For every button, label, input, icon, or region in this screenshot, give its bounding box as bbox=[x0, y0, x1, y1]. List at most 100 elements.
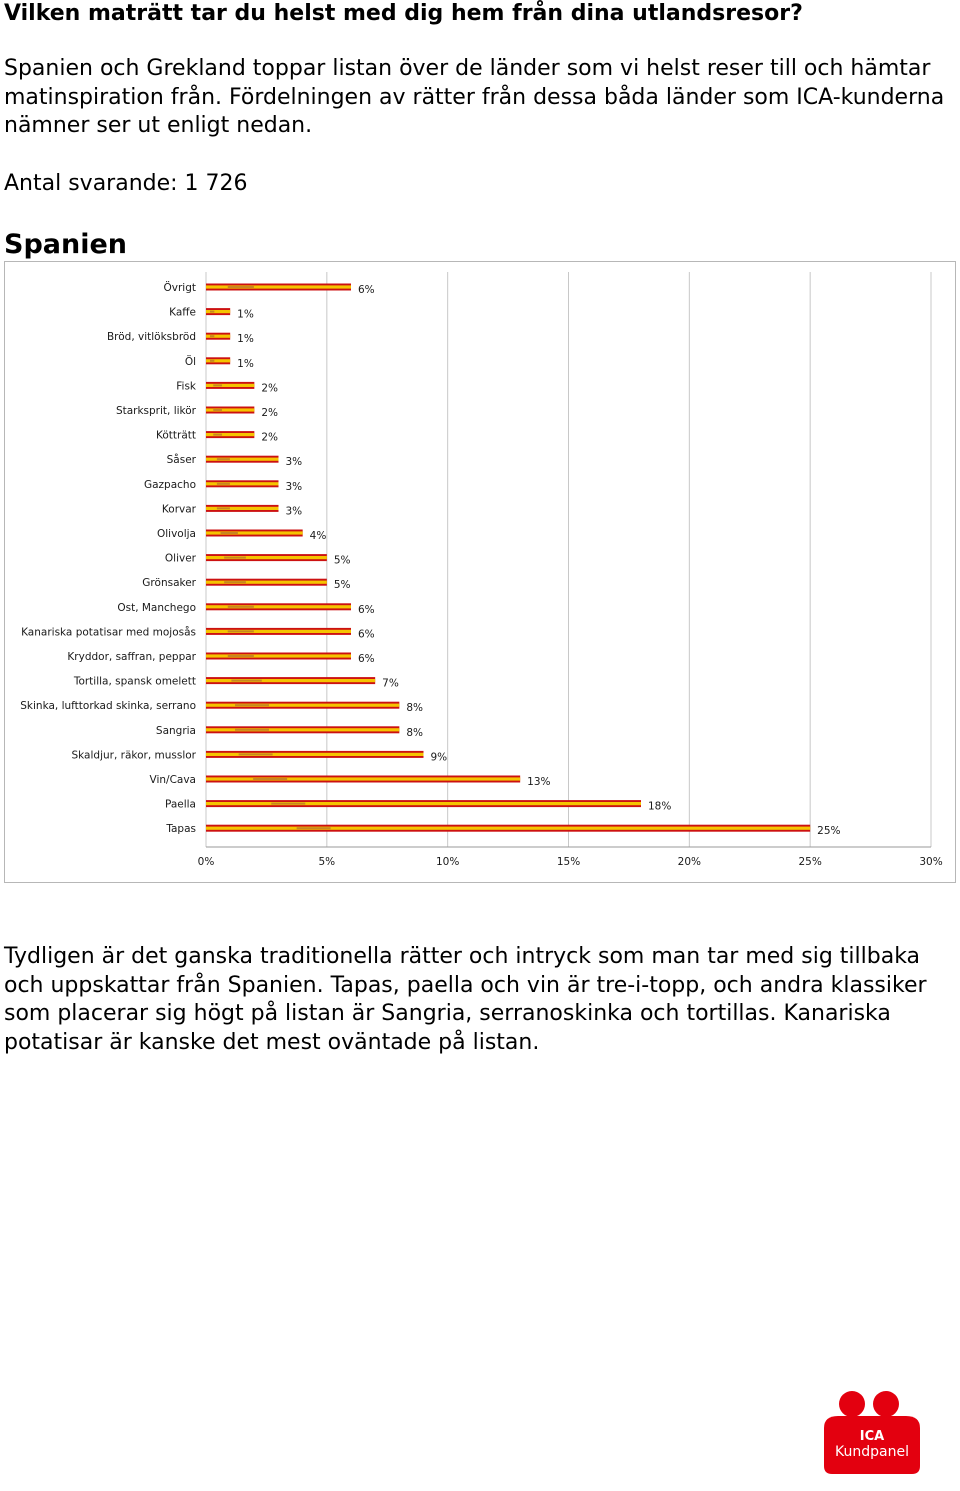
category-label: Paella bbox=[165, 799, 196, 811]
category-label: Starksprit, likör bbox=[116, 405, 197, 417]
chart-gridlines bbox=[205, 272, 932, 848]
value-label: 7% bbox=[382, 678, 399, 690]
bar-stripe bbox=[206, 703, 400, 707]
category-label: Korvar bbox=[162, 503, 197, 515]
bar-stripe bbox=[206, 556, 327, 560]
bar-emblem bbox=[224, 556, 246, 559]
category-label: Fisk bbox=[176, 380, 197, 392]
value-label: 13% bbox=[527, 776, 550, 788]
bar-stripe bbox=[206, 334, 231, 338]
bar-emblem bbox=[220, 532, 238, 534]
value-label: 2% bbox=[261, 382, 278, 394]
bar-emblem bbox=[227, 286, 254, 288]
chart-section-title: Spanien bbox=[4, 229, 128, 260]
x-tick-label: 0% bbox=[198, 856, 215, 868]
x-tick-label: 20% bbox=[678, 856, 701, 868]
bar-stripe bbox=[206, 506, 279, 510]
bar-stripe bbox=[206, 482, 279, 486]
bar-stripe bbox=[206, 285, 351, 289]
value-label: 8% bbox=[406, 702, 423, 714]
bar-emblem bbox=[235, 728, 269, 731]
bar-emblem bbox=[213, 409, 222, 411]
bar-emblem bbox=[224, 581, 246, 584]
bar-emblem bbox=[216, 458, 230, 461]
category-label: Skinka, lufttorkad skinka, serrano bbox=[20, 700, 196, 712]
bar-emblem bbox=[213, 433, 222, 436]
value-label: 1% bbox=[237, 358, 254, 370]
bar-emblem bbox=[231, 679, 262, 682]
bar-emblem bbox=[210, 310, 215, 313]
value-label: 2% bbox=[261, 432, 278, 444]
category-label: Gazpacho bbox=[144, 479, 196, 491]
value-label: 8% bbox=[406, 727, 423, 739]
value-label: 4% bbox=[310, 530, 327, 542]
value-label: 6% bbox=[358, 284, 375, 296]
bar-stripe bbox=[206, 629, 351, 633]
bar-stripe bbox=[206, 580, 327, 584]
ica-kundpanel-logo: ICA Kundpanel bbox=[820, 1388, 924, 1484]
bar-emblem bbox=[227, 630, 254, 633]
bar-stripe bbox=[206, 826, 811, 830]
category-label: Bröd, vitlöksbröd bbox=[107, 331, 196, 343]
category-label: Vin/Cava bbox=[150, 774, 196, 786]
bar-stripe bbox=[206, 777, 521, 781]
x-tick-label: 25% bbox=[798, 856, 821, 868]
bar-stripe bbox=[206, 310, 231, 314]
value-label: 3% bbox=[286, 456, 303, 468]
bar-emblem bbox=[296, 827, 331, 830]
category-label: Skaldjur, räkor, musslor bbox=[72, 749, 197, 761]
bar-emblem bbox=[227, 605, 254, 608]
logo-text-kundpanel: Kundpanel bbox=[835, 1444, 909, 1460]
category-label: Kötträtt bbox=[156, 430, 196, 442]
x-tick-label: 10% bbox=[436, 856, 459, 868]
category-label: Öl bbox=[185, 355, 196, 368]
category-label: Ost, Manchego bbox=[117, 602, 196, 614]
x-tick-label: 5% bbox=[318, 856, 335, 868]
bar-emblem bbox=[213, 384, 222, 387]
value-label: 6% bbox=[358, 604, 375, 616]
category-label: Kanariska potatisar med mojosås bbox=[21, 625, 196, 638]
respondent-count: Antal svarande: 1 726 bbox=[4, 171, 248, 196]
value-label: 6% bbox=[358, 653, 375, 665]
bar-stripe bbox=[206, 457, 279, 461]
category-label: Oliver bbox=[165, 553, 197, 565]
bar-stripe bbox=[206, 752, 424, 756]
category-label: Tortilla, spansk omelett bbox=[73, 676, 196, 688]
bar-stripe bbox=[206, 728, 400, 732]
bar-emblem bbox=[210, 359, 215, 362]
value-label: 18% bbox=[648, 801, 671, 813]
value-label: 6% bbox=[358, 628, 375, 640]
conclusion-paragraph: Tydligen är det ganska traditionella rät… bbox=[4, 944, 927, 1055]
chart-frame: 0% 5% 10% 15% 20% 25% 30% Övrigt 6% Kaffe 1% Bröd, … bbox=[4, 261, 956, 883]
bar-chart: 0% 5% 10% 15% 20% 25% 30% Övrigt 6% Kaffe 1% Bröd, … bbox=[20, 272, 943, 868]
category-label: Sangria bbox=[156, 725, 196, 737]
bar-emblem bbox=[216, 507, 230, 510]
bar-stripe bbox=[206, 654, 351, 658]
value-label: 25% bbox=[817, 825, 840, 837]
bar-stripe bbox=[206, 531, 303, 535]
logo-text-ica: ICA bbox=[860, 1429, 884, 1444]
category-label: Övrigt bbox=[164, 281, 197, 294]
value-label: 5% bbox=[334, 579, 351, 591]
category-label: Olivolja bbox=[157, 528, 196, 540]
chart-bars bbox=[206, 283, 811, 832]
bar-emblem bbox=[253, 778, 288, 780]
bar-stripe bbox=[206, 383, 255, 387]
bar-emblem bbox=[235, 704, 269, 707]
bar-stripe bbox=[206, 679, 376, 683]
bar-emblem bbox=[271, 802, 306, 805]
bar-stripe bbox=[206, 605, 351, 609]
value-label: 3% bbox=[286, 481, 303, 493]
category-label: Kaffe bbox=[169, 307, 196, 319]
bar-stripe bbox=[206, 359, 231, 363]
x-tick-label: 15% bbox=[557, 856, 580, 868]
value-label: 3% bbox=[286, 505, 303, 517]
value-label: 2% bbox=[261, 407, 278, 419]
chart-labels: 0% 5% 10% 15% 20% 25% 30% Övrigt 6% Kaffe 1% Bröd, … bbox=[20, 281, 942, 868]
category-label: Kryddor, saffran, peppar bbox=[67, 651, 196, 663]
bar-emblem bbox=[210, 335, 215, 338]
category-label: Tapas bbox=[165, 823, 196, 835]
value-label: 5% bbox=[334, 555, 351, 567]
bar-stripe bbox=[206, 408, 255, 412]
category-label: Grönsaker bbox=[142, 577, 196, 589]
